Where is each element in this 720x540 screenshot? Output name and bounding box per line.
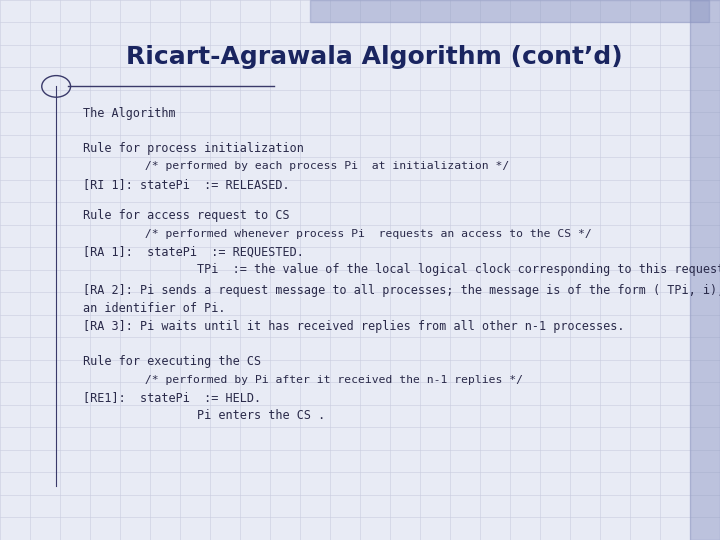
Text: [RE1]:  statePi  := HELD.: [RE1]: statePi := HELD. [83,391,261,404]
Text: [RA 3]: Pi waits until it has received replies from all other n-1 processes.: [RA 3]: Pi waits until it has received r… [83,320,624,333]
Text: /* performed by each process Pi  at initialization */: /* performed by each process Pi at initi… [83,161,509,171]
Text: [RA 1]:  statePi  := REQUESTED.: [RA 1]: statePi := REQUESTED. [83,245,304,258]
Text: Rule for access request to CS: Rule for access request to CS [83,210,289,222]
Text: TPi  := the value of the local logical clock corresponding to this request.: TPi := the value of the local logical cl… [83,263,720,276]
Text: Pi enters the CS .: Pi enters the CS . [83,409,325,422]
Text: /* performed whenever process Pi  requests an access to the CS */: /* performed whenever process Pi request… [83,229,592,239]
Text: /* performed by Pi after it received the n-1 replies */: /* performed by Pi after it received the… [83,375,523,384]
Text: Rule for process initialization: Rule for process initialization [83,142,304,155]
Bar [690,0,720,540]
Bar [310,0,709,22]
Text: Ricart-Agrawala Algorithm (cont’d): Ricart-Agrawala Algorithm (cont’d) [126,45,623,69]
Text: The Algorithm: The Algorithm [83,107,176,120]
Text: [RI 1]: statePi  := RELEASED.: [RI 1]: statePi := RELEASED. [83,178,289,191]
Text: an identifier of Pi.: an identifier of Pi. [83,302,225,315]
Text: Rule for executing the CS: Rule for executing the CS [83,355,261,368]
Text: [RA 2]: Pi sends a request message to all processes; the message is of the form : [RA 2]: Pi sends a request message to al… [83,284,720,297]
